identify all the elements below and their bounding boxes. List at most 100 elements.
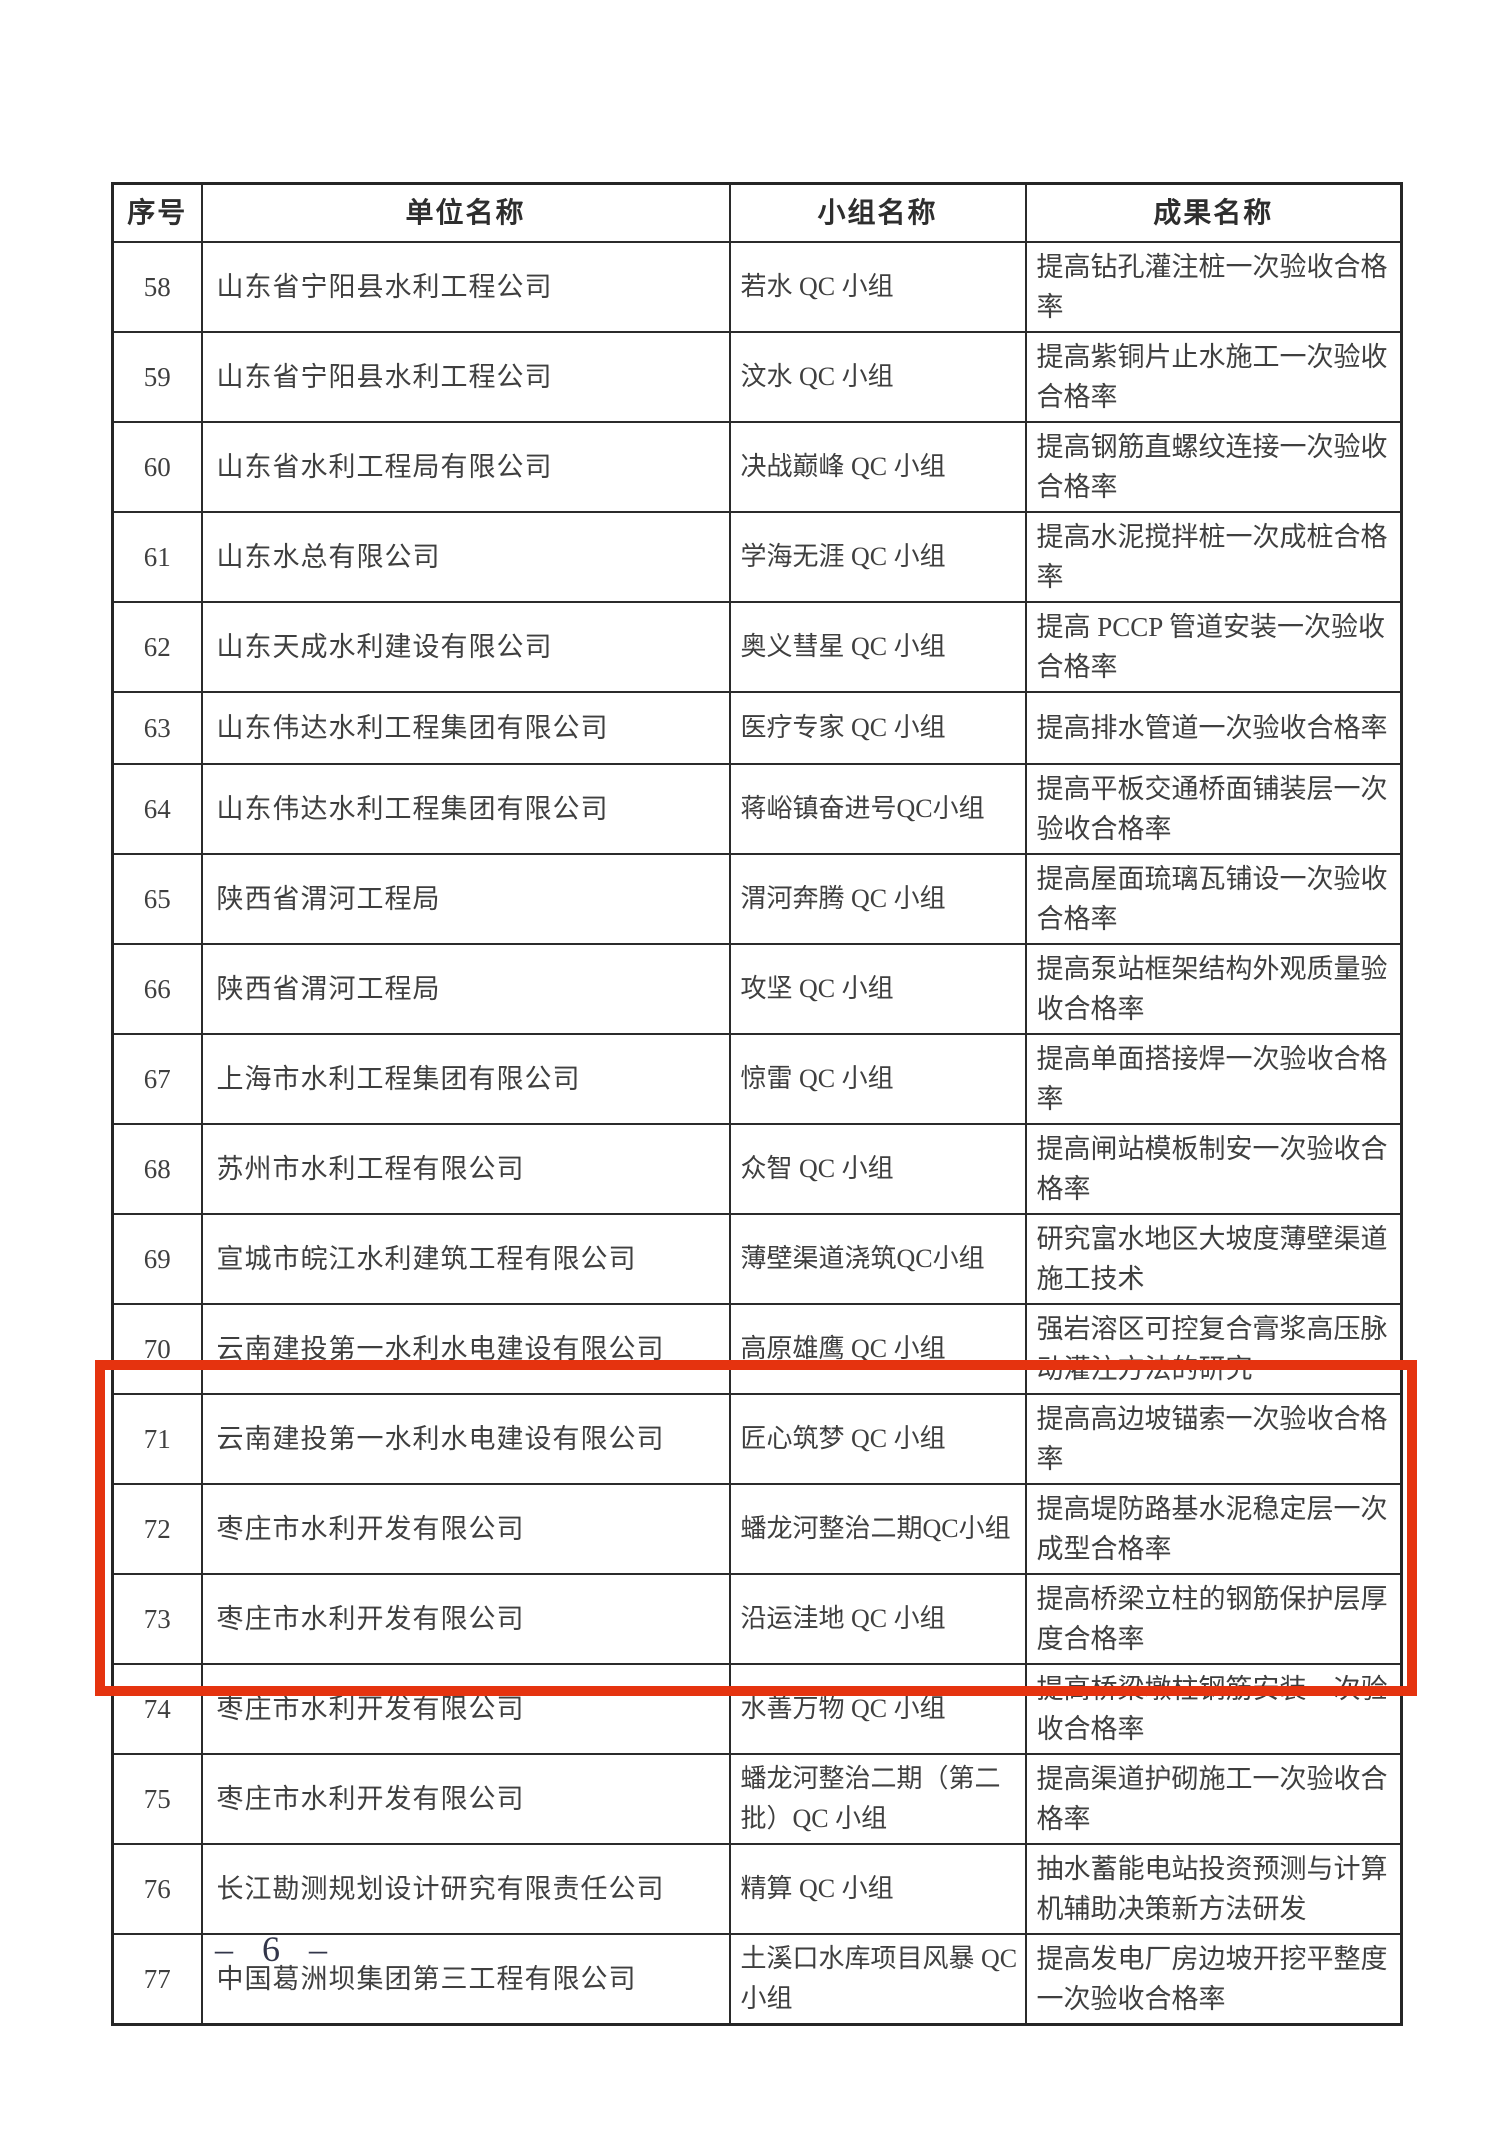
cell-serial-number: 72 xyxy=(111,1482,203,1575)
cell-serial-number: 59 xyxy=(111,330,203,423)
table-row: 71 云南建投第一水利水电建设有限公司 匠心筑梦 QC 小组 提高高边坡锚索一次… xyxy=(111,1392,1403,1485)
cell-result-name: 提高钻孔灌注桩一次验收合格率 xyxy=(1024,240,1403,333)
cell-group-name: 蟠龙河整治二期QC小组 xyxy=(728,1482,1027,1575)
cell-result-name: 提高桥梁墩柱钢筋安装一次验收合格率 xyxy=(1024,1662,1403,1755)
cell-group-name: 众智 QC 小组 xyxy=(728,1122,1027,1215)
cell-unit-name: 山东水总有限公司 xyxy=(200,510,731,603)
cell-unit-name: 山东省水利工程局有限公司 xyxy=(200,420,731,513)
table-row: 74 枣庄市水利开发有限公司 水善万物 QC 小组 提高桥梁墩柱钢筋安装一次验收… xyxy=(111,1662,1403,1755)
cell-result-name: 提高发电厂房边坡开挖平整度一次验收合格率 xyxy=(1024,1932,1403,2025)
cell-serial-number: 67 xyxy=(111,1032,203,1125)
table-row: 69 宣城市皖江水利建筑工程有限公司 薄壁渠道浇筑QC小组 研究富水地区大坡度薄… xyxy=(111,1212,1403,1305)
cell-group-name: 土溪口水库项目风暴 QC 小组 xyxy=(728,1932,1027,2025)
cell-serial-number: 64 xyxy=(111,762,203,855)
cell-result-name: 提高紫铜片止水施工一次验收合格率 xyxy=(1024,330,1403,423)
cell-result-name: 提高排水管道一次验收合格率 xyxy=(1024,690,1403,765)
cell-result-name: 提高高边坡锚索一次验收合格率 xyxy=(1024,1392,1403,1485)
cell-result-name: 提高渠道护砌施工一次验收合格率 xyxy=(1024,1752,1403,1845)
cell-serial-number: 77 xyxy=(111,1932,203,2025)
cell-group-name: 高原雄鹰 QC 小组 xyxy=(728,1302,1027,1395)
cell-result-name: 提高泵站框架结构外观质量验收合格率 xyxy=(1024,942,1403,1035)
cell-serial-number: 73 xyxy=(111,1572,203,1665)
cell-group-name: 渭河奔腾 QC 小组 xyxy=(728,852,1027,945)
cell-serial-number: 68 xyxy=(111,1122,203,1215)
cell-group-name: 奥义彗星 QC 小组 xyxy=(728,600,1027,693)
cell-group-name: 医疗专家 QC 小组 xyxy=(728,690,1027,765)
cell-serial-number: 58 xyxy=(111,240,203,333)
table-row: 70 云南建投第一水利水电建设有限公司 高原雄鹰 QC 小组 强岩溶区可控复合膏… xyxy=(111,1302,1403,1395)
cell-group-name: 决战巅峰 QC 小组 xyxy=(728,420,1027,513)
cell-result-name: 强岩溶区可控复合膏浆高压脉动灌注方法的研究 xyxy=(1024,1302,1403,1395)
cell-unit-name: 上海市水利工程集团有限公司 xyxy=(200,1032,731,1125)
results-table: 序号 单位名称 小组名称 成果名称 58 山东省宁阳县水利工程公司 若水 QC … xyxy=(111,182,1403,2026)
table-row: 58 山东省宁阳县水利工程公司 若水 QC 小组 提高钻孔灌注桩一次验收合格率 xyxy=(111,240,1403,333)
col-header-group-name: 小组名称 xyxy=(728,182,1027,243)
col-header-result-name: 成果名称 xyxy=(1024,182,1403,243)
cell-unit-name: 山东省宁阳县水利工程公司 xyxy=(200,240,731,333)
cell-unit-name: 长江勘测规划设计研究有限责任公司 xyxy=(200,1842,731,1935)
table-row: 68 苏州市水利工程有限公司 众智 QC 小组 提高闸站模板制安一次验收合格率 xyxy=(111,1122,1403,1215)
table-row: 62 山东天成水利建设有限公司 奥义彗星 QC 小组 提高 PCCP 管道安装一… xyxy=(111,600,1403,693)
table-row: 64 山东伟达水利工程集团有限公司 蒋峪镇奋进号QC小组 提高平板交通桥面铺装层… xyxy=(111,762,1403,855)
cell-unit-name: 枣庄市水利开发有限公司 xyxy=(200,1752,731,1845)
cell-group-name: 学海无涯 QC 小组 xyxy=(728,510,1027,603)
table-row: 65 陕西省渭河工程局 渭河奔腾 QC 小组 提高屋面琉璃瓦铺设一次验收合格率 xyxy=(111,852,1403,945)
cell-unit-name: 云南建投第一水利水电建设有限公司 xyxy=(200,1392,731,1485)
cell-serial-number: 70 xyxy=(111,1302,203,1395)
cell-result-name: 研究富水地区大坡度薄壁渠道施工技术 xyxy=(1024,1212,1403,1305)
table-row: 72 枣庄市水利开发有限公司 蟠龙河整治二期QC小组 提高堤防路基水泥稳定层一次… xyxy=(111,1482,1403,1575)
col-header-serial: 序号 xyxy=(111,182,203,243)
table-row: 73 枣庄市水利开发有限公司 沿运洼地 QC 小组 提高桥梁立柱的钢筋保护层厚度… xyxy=(111,1572,1403,1665)
cell-serial-number: 62 xyxy=(111,600,203,693)
cell-result-name: 提高屋面琉璃瓦铺设一次验收合格率 xyxy=(1024,852,1403,945)
cell-result-name: 提高单面搭接焊一次验收合格率 xyxy=(1024,1032,1403,1125)
cell-result-name: 提高 PCCP 管道安装一次验收合格率 xyxy=(1024,600,1403,693)
page-number: – 6 – xyxy=(215,1929,337,1969)
cell-result-name: 提高闸站模板制安一次验收合格率 xyxy=(1024,1122,1403,1215)
header-row: 序号 单位名称 小组名称 成果名称 xyxy=(111,182,1403,243)
table-row: 66 陕西省渭河工程局 攻坚 QC 小组 提高泵站框架结构外观质量验收合格率 xyxy=(111,942,1403,1035)
cell-unit-name: 苏州市水利工程有限公司 xyxy=(200,1122,731,1215)
cell-unit-name: 中国葛洲坝集团第三工程有限公司 xyxy=(200,1932,731,2025)
cell-result-name: 提高水泥搅拌桩一次成桩合格率 xyxy=(1024,510,1403,603)
table-body: 58 山东省宁阳县水利工程公司 若水 QC 小组 提高钻孔灌注桩一次验收合格率 … xyxy=(111,240,1403,2025)
cell-result-name: 提高桥梁立柱的钢筋保护层厚度合格率 xyxy=(1024,1572,1403,1665)
cell-group-name: 蒋峪镇奋进号QC小组 xyxy=(728,762,1027,855)
table-row: 76 长江勘测规划设计研究有限责任公司 精算 QC 小组 抽水蓄能电站投资预测与… xyxy=(111,1842,1403,1935)
cell-serial-number: 74 xyxy=(111,1662,203,1755)
cell-group-name: 沿运洼地 QC 小组 xyxy=(728,1572,1027,1665)
cell-unit-name: 山东伟达水利工程集团有限公司 xyxy=(200,762,731,855)
cell-group-name: 水善万物 QC 小组 xyxy=(728,1662,1027,1755)
cell-serial-number: 63 xyxy=(111,690,203,765)
cell-serial-number: 75 xyxy=(111,1752,203,1845)
table-row: 61 山东水总有限公司 学海无涯 QC 小组 提高水泥搅拌桩一次成桩合格率 xyxy=(111,510,1403,603)
table-row: 60 山东省水利工程局有限公司 决战巅峰 QC 小组 提高钢筋直螺纹连接一次验收… xyxy=(111,420,1403,513)
table-row: 77 中国葛洲坝集团第三工程有限公司 土溪口水库项目风暴 QC 小组 提高发电厂… xyxy=(111,1932,1403,2025)
cell-unit-name: 云南建投第一水利水电建设有限公司 xyxy=(200,1302,731,1395)
cell-unit-name: 陕西省渭河工程局 xyxy=(200,942,731,1035)
cell-unit-name: 宣城市皖江水利建筑工程有限公司 xyxy=(200,1212,731,1305)
table-row: 59 山东省宁阳县水利工程公司 汶水 QC 小组 提高紫铜片止水施工一次验收合格… xyxy=(111,330,1403,423)
cell-serial-number: 61 xyxy=(111,510,203,603)
cell-result-name: 提高钢筋直螺纹连接一次验收合格率 xyxy=(1024,420,1403,513)
cell-result-name: 抽水蓄能电站投资预测与计算机辅助决策新方法研发 xyxy=(1024,1842,1403,1935)
cell-group-name: 精算 QC 小组 xyxy=(728,1842,1027,1935)
cell-group-name: 匠心筑梦 QC 小组 xyxy=(728,1392,1027,1485)
cell-serial-number: 60 xyxy=(111,420,203,513)
cell-unit-name: 枣庄市水利开发有限公司 xyxy=(200,1482,731,1575)
cell-unit-name: 山东天成水利建设有限公司 xyxy=(200,600,731,693)
table-row: 67 上海市水利工程集团有限公司 惊雷 QC 小组 提高单面搭接焊一次验收合格率 xyxy=(111,1032,1403,1125)
cell-unit-name: 山东省宁阳县水利工程公司 xyxy=(200,330,731,423)
col-header-unit-name: 单位名称 xyxy=(200,182,731,243)
cell-serial-number: 65 xyxy=(111,852,203,945)
cell-unit-name: 山东伟达水利工程集团有限公司 xyxy=(200,690,731,765)
cell-unit-name: 枣庄市水利开发有限公司 xyxy=(200,1572,731,1665)
cell-result-name: 提高堤防路基水泥稳定层一次成型合格率 xyxy=(1024,1482,1403,1575)
cell-serial-number: 71 xyxy=(111,1392,203,1485)
table-row: 63 山东伟达水利工程集团有限公司 医疗专家 QC 小组 提高排水管道一次验收合… xyxy=(111,690,1403,765)
cell-group-name: 蟠龙河整治二期（第二批）QC 小组 xyxy=(728,1752,1027,1845)
cell-serial-number: 66 xyxy=(111,942,203,1035)
cell-group-name: 汶水 QC 小组 xyxy=(728,330,1027,423)
cell-group-name: 薄壁渠道浇筑QC小组 xyxy=(728,1212,1027,1305)
cell-serial-number: 69 xyxy=(111,1212,203,1305)
